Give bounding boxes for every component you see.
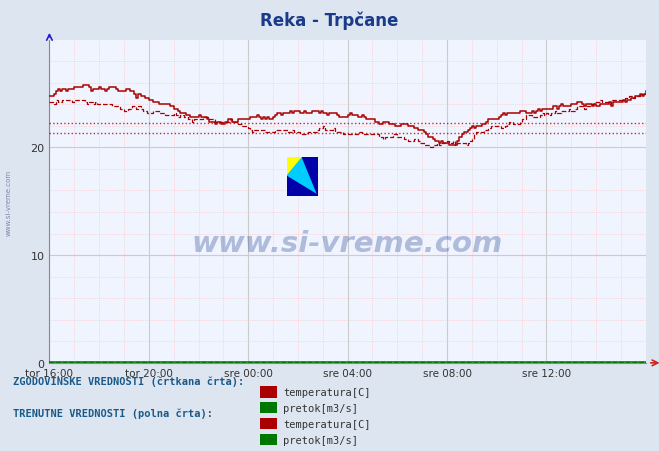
Text: Reka - Trpčane: Reka - Trpčane: [260, 11, 399, 29]
Polygon shape: [287, 158, 318, 196]
Text: pretok[m3/s]: pretok[m3/s]: [283, 403, 358, 413]
Text: ZGODOVINSKE VREDNOSTI (črtkana črta):: ZGODOVINSKE VREDNOSTI (črtkana črta):: [13, 376, 244, 387]
Polygon shape: [302, 158, 318, 196]
Text: temperatura[C]: temperatura[C]: [283, 419, 371, 429]
Text: temperatura[C]: temperatura[C]: [283, 387, 371, 397]
Text: www.si-vreme.com: www.si-vreme.com: [192, 230, 503, 258]
Text: www.si-vreme.com: www.si-vreme.com: [5, 170, 12, 236]
Polygon shape: [287, 177, 318, 196]
Text: TRENUTNE VREDNOSTI (polna črta):: TRENUTNE VREDNOSTI (polna črta):: [13, 407, 213, 418]
Polygon shape: [287, 158, 302, 177]
Text: pretok[m3/s]: pretok[m3/s]: [283, 435, 358, 445]
